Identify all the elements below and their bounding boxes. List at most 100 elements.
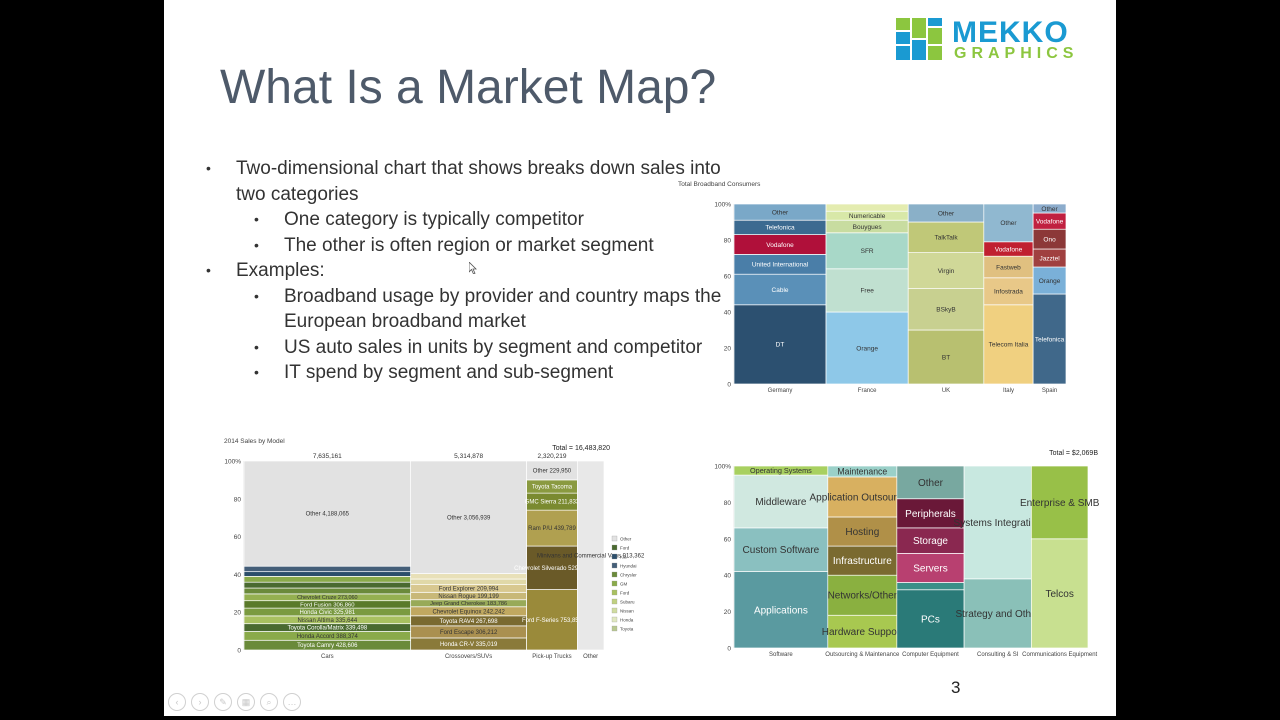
segment-label: Peripherals (905, 509, 956, 520)
segment-label: Other 4,188,065 (306, 512, 350, 518)
y-tick-label: 20 (724, 346, 732, 353)
legend-label: Other (620, 537, 632, 542)
segment-label: Vodafone (766, 242, 794, 249)
y-tick-label: 0 (727, 382, 731, 389)
segment-label: Toyota Corolla/Matrix 339,498 (287, 626, 367, 632)
segment-label: Other (918, 478, 944, 489)
segment-label: Vodafone (995, 246, 1023, 253)
legend-swatch (611, 544, 618, 551)
segment-label: Chevrolet Equinox 242,242 (432, 609, 505, 615)
segment-label: Numericable (849, 213, 886, 220)
x-category-label: Italy (1003, 388, 1014, 394)
y-tick-label: 80 (724, 500, 732, 507)
column-total-label: 7,635,161 (313, 453, 342, 460)
segment-label: Toyota Tacoma (532, 485, 573, 491)
segment-label: Telefonica (765, 225, 795, 232)
mekko-segment (733, 474, 829, 529)
zoom-icon[interactable]: ⌕ (260, 693, 278, 711)
segment-label: Other 229,950 (533, 469, 572, 475)
mekko-segment (963, 465, 1032, 580)
y-tick-label: 0 (727, 646, 731, 653)
mekko-segment (896, 589, 965, 649)
segment-label: Honda Accord 388,374 (297, 634, 359, 640)
legend-swatch (611, 562, 618, 569)
legend-label: Toyota (620, 627, 634, 632)
segment-label: Hardware Support (822, 627, 903, 638)
chart-total-label: Total = 16,483,820 (552, 445, 610, 452)
segment-label: Orange (1039, 278, 1061, 285)
segment-label: Jeep Grand Cherokee 183,786 (430, 601, 507, 607)
mekko-segment (963, 578, 1032, 649)
mekko-segment (896, 553, 965, 583)
segment-label: Servers (913, 563, 947, 574)
x-category-label: UK (942, 388, 950, 394)
legend-swatch (611, 625, 618, 632)
y-tick-label: 80 (724, 238, 732, 245)
mekko-segment (907, 221, 985, 253)
mekko-segment (1032, 266, 1067, 295)
x-category-label: Spain (1042, 388, 1057, 394)
slide: MEKKO GRAPHICS What Is a Market Map? Two… (164, 0, 1116, 716)
mekko-segment (907, 329, 985, 385)
prev-icon[interactable]: ‹ (168, 693, 186, 711)
segment-label: DT (776, 342, 785, 349)
segment-label: Vodafone (1036, 218, 1064, 225)
mekko-segment (827, 614, 898, 649)
segment-label: Minivans and Commercial Vans 913,362 (537, 554, 644, 560)
segment-label: Honda CR-V 335,019 (440, 642, 498, 648)
segment-label: PCs (921, 614, 940, 625)
logo-text-graphics: GRAPHICS (954, 45, 1079, 62)
mekko-segment (827, 574, 898, 616)
mekko-segment (983, 304, 1034, 385)
mekko-logo-icon (896, 18, 942, 60)
mekko-segment (410, 460, 527, 574)
segment-label: Cable (772, 287, 789, 294)
x-category-label: Communications Equipment (1022, 652, 1097, 658)
chart-svg: Total = $2,069B 0 20 40 60 80 100% Applications… (714, 450, 1099, 658)
mekko-segment (825, 232, 909, 270)
bullet-item: One category is typically competitor (202, 207, 722, 233)
mekko-segment (410, 578, 527, 586)
y-tick-label: 100% (714, 202, 731, 209)
segment-label: Other (1041, 206, 1058, 213)
mekko-segment (1031, 538, 1089, 649)
y-tick-label: 80 (234, 496, 242, 503)
mekko-segment (243, 581, 412, 589)
page-number: 3 (951, 678, 961, 697)
mekko-segment (1031, 465, 1089, 540)
bullet-item: IT spend by segment and sub-segment (202, 360, 722, 386)
broadband-chart: Total Broadband Consumers 0 20 40 60 80 100% DT… (674, 174, 1074, 400)
legend-swatch (611, 535, 618, 542)
segment-label: Ram P/U 439,789 (528, 526, 576, 532)
mekko-segment (410, 573, 527, 580)
segment-label: Toyota Camry 428,606 (297, 643, 358, 649)
mekko-segment (1032, 203, 1067, 214)
bullet-item: US auto sales in units by segment and co… (202, 335, 722, 361)
segment-label: Bouygues (853, 224, 883, 231)
legend-swatch (611, 571, 618, 578)
segment-label: Jazztel (1039, 255, 1060, 262)
auto-sales-chart: 2014 Sales by Model Total = 16,483,820 0 20… (220, 436, 644, 662)
segment-label: Application Outsourcing (810, 492, 916, 503)
next-icon[interactable]: › (191, 693, 209, 711)
mekko-segment (577, 460, 605, 651)
legend-label: Nissan (620, 609, 634, 614)
logo-text-mekko: MEKKO (952, 16, 1069, 49)
pen-icon[interactable]: ✎ (214, 693, 232, 711)
bullet-item: Two-dimensional chart that shows breaks … (202, 156, 722, 207)
chart-title: Total Broadband Consumers (678, 181, 761, 188)
chart-title: 2014 Sales by Model (224, 438, 285, 445)
y-tick-label: 40 (724, 310, 732, 317)
segment-label: Ford Escape 306,212 (440, 630, 498, 636)
mekko-segment (243, 460, 412, 567)
y-tick-label: 20 (234, 610, 242, 617)
segment-label: Other (1000, 220, 1017, 227)
x-category-label: Software (769, 652, 793, 658)
x-category-label: Crossovers/SUVs (445, 654, 492, 660)
mekko-logo: MEKKO GRAPHICS (896, 16, 1096, 62)
slides-icon[interactable]: ▦ (237, 693, 255, 711)
legend-swatch (611, 589, 618, 596)
x-category-label: Cars (321, 654, 334, 660)
more-icon[interactable]: … (283, 693, 301, 711)
presentation-nav: ‹ › ✎ ▦ ⌕ … (168, 692, 306, 712)
